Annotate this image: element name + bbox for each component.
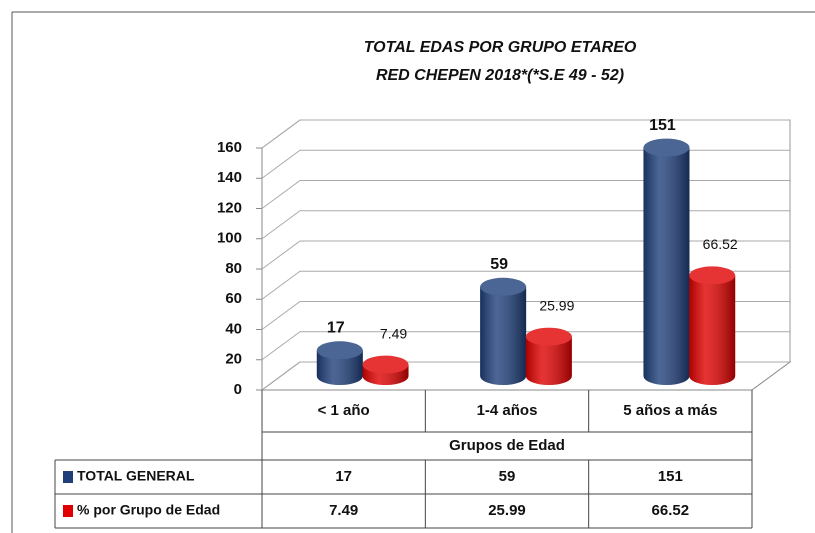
chart-subtitle: RED CHEPEN 2018*(*S.E 49 - 52): [376, 67, 624, 84]
cylinder-shade: [689, 275, 736, 385]
y-tick-label: 160: [217, 139, 242, 156]
grid-line: [261, 180, 790, 209]
cylinder-top-light: [689, 266, 736, 285]
grid-line: [261, 270, 790, 300]
y-tick-label: 140: [217, 169, 242, 186]
x-axis-label: Grupos de Edad: [449, 437, 565, 454]
cylinder-top: [480, 277, 527, 296]
grid-line: [261, 119, 790, 149]
y-tick-label: 80: [225, 260, 242, 277]
legend-key: [63, 505, 73, 517]
data-label: 66.52: [703, 236, 738, 252]
data-label: 25.99: [539, 297, 574, 313]
legend-label: % por Grupo de Edad: [77, 502, 220, 518]
table-cell: 25.99: [488, 502, 526, 519]
cylinder-top-light: [525, 327, 572, 346]
y-tick-label: 40: [225, 320, 242, 337]
cylinder-top-light: [316, 341, 363, 360]
grid-line: [261, 210, 790, 240]
x-tick-label: < 1 año: [318, 402, 370, 419]
x-tick-label: 5 años a más: [623, 402, 717, 419]
cylinder-top: [643, 138, 690, 157]
data-label: 17: [327, 320, 345, 337]
y-tick-label: 100: [217, 230, 242, 247]
cylinder-top: [316, 341, 363, 360]
chart-title: TOTAL EDAS POR GRUPO ETAREO: [364, 39, 637, 56]
cylinder-top-light: [362, 355, 409, 374]
cylinder-top-light: [480, 277, 527, 296]
cylinder-shade: [480, 286, 527, 386]
x-tick-label: 1-4 años: [477, 402, 538, 419]
grid-line: [261, 331, 790, 361]
y-tick-label: 60: [225, 290, 242, 307]
table-cell: 66.52: [652, 502, 690, 519]
y-tick-label: 0: [234, 381, 242, 398]
cylinder-shade: [643, 147, 690, 385]
legend-label: TOTAL GENERAL: [77, 468, 195, 484]
grid-line: [261, 149, 790, 179]
table-cell: 17: [335, 468, 352, 485]
y-tick-label: 120: [217, 199, 242, 216]
cylinder-top: [689, 266, 736, 285]
grid-line: [261, 361, 790, 391]
cylinder-shade: [525, 336, 572, 385]
cylinder-top-light: [643, 138, 690, 157]
y-tick-label: 20: [225, 351, 242, 368]
data-label: 151: [649, 117, 676, 134]
grid-line: [261, 240, 790, 270]
cylinder-shade: [316, 350, 363, 385]
table-cell: 59: [499, 468, 516, 485]
table-cell: 7.49: [329, 502, 358, 519]
grid-line: [261, 301, 790, 330]
data-label: 59: [490, 256, 508, 273]
legend-key: [63, 471, 73, 483]
data-label: 7.49: [380, 325, 407, 341]
cylinder-top: [525, 327, 572, 346]
cylinder-top: [362, 355, 409, 374]
table-cell: 151: [658, 468, 683, 485]
